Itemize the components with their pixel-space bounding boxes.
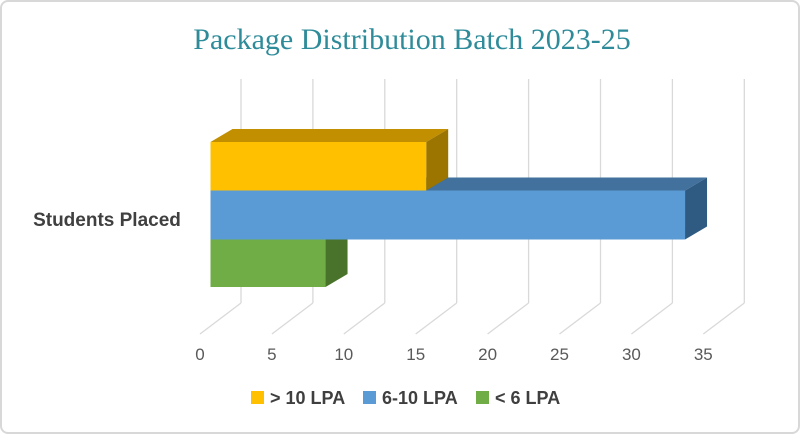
x-tick-label: 0 [195,345,204,364]
bar-front-face [210,190,686,240]
legend-label: > 10 LPA [270,388,345,408]
bar-front-face [210,142,427,191]
legend-item-lt-6-lpa: < 6 LPA [476,388,560,408]
x-tick-label: 10 [334,345,353,364]
x-tick-label: 5 [267,345,276,364]
x-tick-label: 20 [478,345,497,364]
legend-swatch-blue [363,391,376,404]
x-tick-label: 15 [406,345,425,364]
x-tick-label: 35 [694,345,713,364]
legend-swatch-yellow [251,391,264,404]
x-axis-tick-labels: 0 5 10 15 20 25 30 35 [195,345,712,364]
legend-label: 6-10 LPA [382,388,458,408]
chart-title: Package Distribution Batch 2023-25 [193,23,630,56]
legend-item-gt-10-lpa: > 10 LPA [251,388,345,408]
legend-item-6-10-lpa: 6-10 LPA [363,388,458,408]
legend: > 10 LPA 6-10 LPA < 6 LPA [251,388,560,408]
legend-swatch-green [476,391,489,404]
x-tick-label: 30 [622,345,641,364]
bar-side-face [426,129,449,191]
legend-label: < 6 LPA [495,388,560,408]
bar-gt-10-lpa [210,129,449,191]
x-tick-label: 25 [550,345,569,364]
bars [210,129,708,287]
bar-side-face [325,226,348,287]
bar-front-face [210,239,326,287]
bar-top-face [210,129,449,142]
category-label: Students Placed [33,210,181,231]
bar-side-face [685,177,708,240]
